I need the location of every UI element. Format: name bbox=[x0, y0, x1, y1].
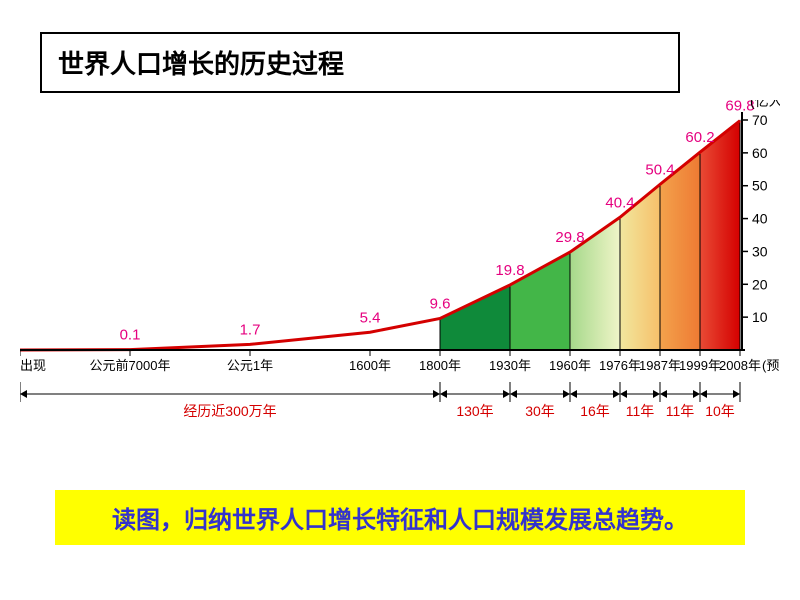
y-tick-label: 40 bbox=[752, 211, 768, 227]
x-label: 1999年 bbox=[679, 358, 721, 373]
y-unit-label: (亿人) bbox=[750, 100, 780, 109]
x-label: 1976年 bbox=[599, 358, 641, 373]
x-label: 1800年 bbox=[419, 358, 461, 373]
y-tick-label: 10 bbox=[752, 309, 768, 325]
y-tick-label: 60 bbox=[752, 145, 768, 161]
x-label: 人类出现 bbox=[20, 358, 46, 373]
value-label: 40.4 bbox=[605, 194, 634, 211]
interval-label: 11年 bbox=[626, 403, 655, 419]
value-label: 5.4 bbox=[360, 309, 381, 326]
x-label: 公元1年 bbox=[227, 358, 273, 373]
interval-label: 11年 bbox=[666, 403, 695, 419]
caption-text: 读图，归纳世界人口增长特征和人口规模发展总趋势。 bbox=[112, 507, 688, 534]
area-segment bbox=[440, 285, 510, 350]
interval-label: 130年 bbox=[456, 403, 493, 419]
interval-label: 10年 bbox=[705, 403, 735, 419]
y-tick-label: 20 bbox=[752, 276, 768, 292]
x-suffix: (预测) bbox=[762, 358, 780, 373]
value-label: 29.8 bbox=[555, 229, 584, 246]
population-chart: 人类出现 公元前7000年 公元1年 1600年 1800年 1930年 1960年 1976… bbox=[20, 100, 780, 460]
value-label: 0.1 bbox=[120, 327, 141, 344]
interval-label: 16年 bbox=[580, 403, 610, 419]
value-label: 60.2 bbox=[685, 129, 714, 146]
x-label: 1930年 bbox=[489, 358, 531, 373]
title-box: 世界人口增长的历史过程 bbox=[40, 32, 680, 93]
x-label: 1960年 bbox=[549, 358, 591, 373]
x-label: 公元前7000年 bbox=[90, 358, 171, 373]
x-label: 1600年 bbox=[349, 358, 391, 373]
x-label: 1987年 bbox=[639, 358, 681, 373]
caption-box: 读图，归纳世界人口增长特征和人口规模发展总趋势。 bbox=[55, 490, 745, 545]
value-label: 50.4 bbox=[645, 161, 674, 178]
interval-label: 经历近300万年 bbox=[183, 403, 276, 419]
x-label: 2008年 bbox=[719, 358, 761, 373]
y-tick-label: 70 bbox=[752, 112, 768, 128]
value-label: 19.8 bbox=[495, 262, 524, 279]
value-label: 1.7 bbox=[240, 321, 261, 338]
y-tick-label: 30 bbox=[752, 243, 768, 259]
area-segment bbox=[700, 121, 740, 350]
interval-label: 30年 bbox=[525, 403, 555, 419]
y-tick-label: 50 bbox=[752, 178, 768, 194]
page-title: 世界人口增长的历史过程 bbox=[58, 49, 344, 79]
value-label: 9.6 bbox=[430, 295, 451, 312]
area-segment bbox=[660, 152, 700, 350]
